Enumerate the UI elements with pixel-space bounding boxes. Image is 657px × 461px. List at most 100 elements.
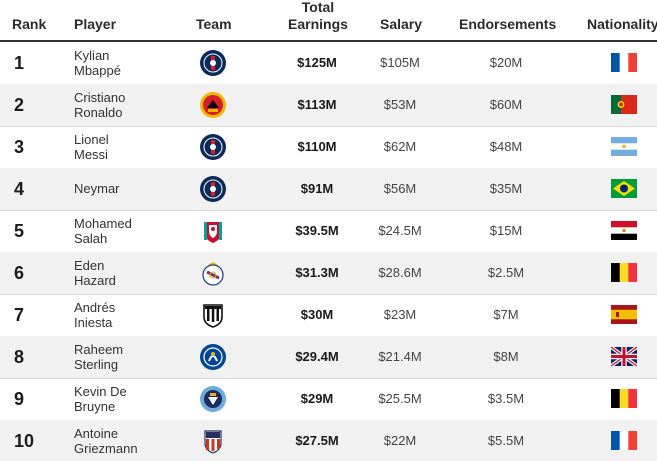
player-first-name: Antoine bbox=[74, 426, 119, 441]
header-total-line2: Earnings bbox=[288, 16, 348, 32]
table-row: 4 Neymar $91M $56M $35M bbox=[0, 168, 657, 211]
player-name: Kylian Mbappé bbox=[74, 48, 184, 78]
portugal-flag-icon bbox=[611, 95, 637, 114]
brazil-flag-icon bbox=[611, 179, 637, 198]
player-last-name: Griezmann bbox=[74, 441, 138, 456]
total-earnings-cell: $125M bbox=[297, 55, 337, 70]
belgium-flag-icon bbox=[611, 389, 637, 408]
player-name: Neymar bbox=[74, 181, 184, 196]
psg-crest-icon bbox=[200, 176, 226, 202]
rank-cell: 1 bbox=[14, 53, 25, 73]
player-name: Lionel Messi bbox=[74, 132, 184, 162]
total-earnings-cell: $29.4M bbox=[295, 349, 339, 364]
rank-cell: 2 bbox=[14, 95, 25, 115]
endorsements-cell: $5.5M bbox=[487, 433, 525, 448]
endorsements-cell: $20M bbox=[489, 55, 523, 70]
chelsea-crest-icon bbox=[200, 344, 226, 370]
table-row: 10 Antoine Griezmann $27.5M $22M $5.5M bbox=[0, 420, 657, 461]
salary-cell: $56M bbox=[383, 181, 417, 196]
endorsements-cell: $3.5M bbox=[487, 391, 525, 406]
endorsements-cell: $7M bbox=[493, 307, 519, 322]
player-first-name: Eden bbox=[74, 258, 105, 273]
salary-cell: $21.4M bbox=[378, 349, 422, 364]
player-name: Kevin De Bruyne bbox=[74, 384, 184, 414]
salary-cell: $62M bbox=[383, 139, 417, 154]
rank-cell: 3 bbox=[14, 137, 25, 157]
total-earnings-cell: $91M bbox=[300, 181, 334, 196]
rank-cell: 7 bbox=[14, 305, 25, 325]
salary-cell: $28.6M bbox=[378, 265, 422, 280]
rank-cell: 5 bbox=[14, 221, 25, 241]
header-total-earnings: Total Earnings bbox=[280, 0, 356, 33]
salary-cell: $53M bbox=[383, 97, 417, 112]
player-last-name: Iniesta bbox=[74, 315, 113, 330]
rank-cell: 4 bbox=[14, 179, 25, 199]
salary-cell: $105M bbox=[380, 55, 420, 70]
endorsements-cell: $2.5M bbox=[487, 265, 525, 280]
liverpool-crest-icon bbox=[204, 222, 222, 243]
manchester-united-crest-icon bbox=[200, 92, 226, 118]
egypt-flag-icon bbox=[611, 221, 637, 240]
atletico-madrid-crest-icon bbox=[204, 430, 222, 454]
rank-cell: 6 bbox=[14, 263, 25, 283]
psg-crest-icon bbox=[200, 50, 226, 76]
player-first-name: Mohamed bbox=[74, 216, 132, 231]
player-first-name: Cristiano bbox=[74, 90, 126, 105]
psg-crest-icon bbox=[200, 134, 226, 160]
endorsements-cell: $35M bbox=[489, 181, 523, 196]
player-name: Eden Hazard bbox=[74, 258, 184, 288]
table-row: 7 Andrés Iniesta $30M $23M $7M bbox=[0, 294, 657, 337]
endorsements-cell: $60M bbox=[489, 97, 523, 112]
real-madrid-crest-icon bbox=[202, 262, 224, 286]
salary-cell: $25.5M bbox=[378, 391, 422, 406]
player-last-name: Sterling bbox=[74, 357, 119, 372]
player-first-name: Kevin De bbox=[74, 384, 127, 399]
total-earnings-cell: $31.3M bbox=[295, 265, 339, 280]
total-earnings-cell: $110M bbox=[297, 139, 337, 154]
salary-cell: $22M bbox=[383, 433, 417, 448]
rank-cell: 9 bbox=[14, 389, 25, 409]
salary-cell: $24.5M bbox=[378, 223, 422, 238]
rank-cell: 10 bbox=[14, 431, 35, 451]
vissel-kobe-crest-icon bbox=[203, 304, 223, 328]
player-name: Andrés Iniesta bbox=[74, 300, 184, 330]
total-earnings-cell: $30M bbox=[300, 307, 334, 322]
player-name: Raheem Sterling bbox=[74, 342, 184, 372]
player-last-name: Salah bbox=[74, 231, 108, 246]
table-row: 8 Raheem Sterling $29.4M $21.4M $8M bbox=[0, 336, 657, 379]
france-flag-icon bbox=[611, 431, 637, 450]
player-first-name: Lionel bbox=[74, 132, 109, 147]
player-last-name: Mbappé bbox=[74, 63, 121, 78]
header-player: Player bbox=[74, 16, 117, 32]
table-row: 6 Eden Hazard $31.3M $28.6M $2.5M bbox=[0, 252, 657, 295]
header-total-line1: Total bbox=[301, 0, 335, 15]
player-last-name: Hazard bbox=[74, 273, 116, 288]
table-row: 5 Mohamed Salah $39.5M $24.5M $15M bbox=[0, 210, 657, 253]
salary-cell: $23M bbox=[383, 307, 417, 322]
player-last-name: Messi bbox=[74, 147, 108, 162]
player-name: Cristiano Ronaldo bbox=[74, 90, 184, 120]
player-last-name: Ronaldo bbox=[74, 105, 123, 120]
header-team: Team bbox=[196, 16, 232, 32]
header-rank: Rank bbox=[12, 16, 47, 32]
uk-flag-icon bbox=[611, 347, 637, 366]
table-row: 3 Lionel Messi $110M $62M $48M bbox=[0, 126, 657, 169]
argentina-flag-icon bbox=[611, 137, 637, 156]
player-first-name: Raheem bbox=[74, 342, 124, 357]
table-header: Rank Player Team Total Earnings Salary En… bbox=[0, 0, 657, 42]
player-name: Mohamed Salah bbox=[74, 216, 184, 246]
endorsements-cell: $48M bbox=[489, 139, 523, 154]
player-first-name: Neymar bbox=[74, 181, 120, 196]
table-row: 2 Cristiano Ronaldo $113M $53M $60M bbox=[0, 84, 657, 127]
endorsements-cell: $15M bbox=[489, 223, 523, 238]
player-first-name: Andrés bbox=[74, 300, 116, 315]
total-earnings-cell: $39.5M bbox=[295, 223, 339, 238]
france-flag-icon bbox=[611, 53, 637, 72]
total-earnings-cell: $29M bbox=[300, 391, 334, 406]
rank-cell: 8 bbox=[14, 347, 25, 367]
belgium-flag-icon bbox=[611, 263, 637, 282]
player-first-name: Kylian bbox=[74, 48, 110, 63]
table-row: 9 Kevin De Bruyne $29M $25.5M $3.5M bbox=[0, 378, 657, 421]
header-nationality: Nationality bbox=[587, 16, 657, 32]
